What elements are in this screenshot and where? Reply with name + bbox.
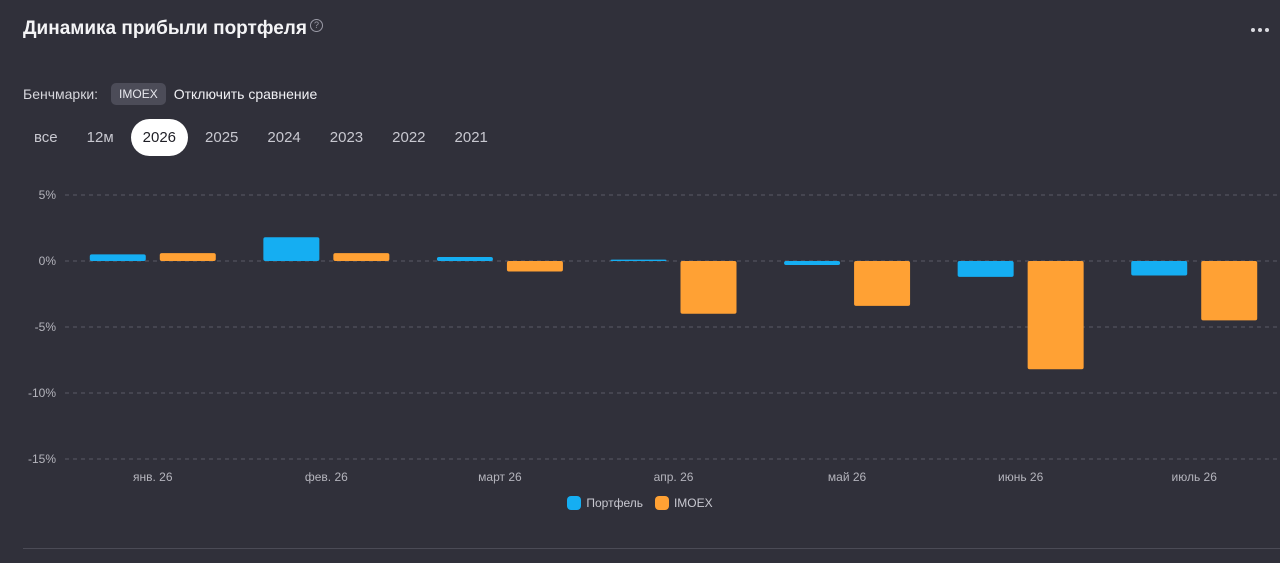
more-options-button[interactable] — [1248, 18, 1272, 42]
legend-swatch-portfolio — [567, 496, 582, 510]
y-tick-label: -10% — [28, 386, 56, 400]
bar-imoex-4[interactable] — [854, 261, 911, 306]
period-tab-2025[interactable]: 2025 — [205, 129, 239, 146]
chart-legend: Портфель IMOEX — [0, 496, 1280, 510]
period-tab-2021[interactable]: 2021 — [454, 129, 488, 146]
question-circle-icon[interactable]: ? — [309, 19, 323, 32]
x-tick-label: июль 26 — [1172, 470, 1218, 484]
benchmarks-label: Бенчмарки: — [23, 85, 99, 102]
period-tab-все[interactable]: все — [34, 129, 58, 146]
profit-bar-chart: 5% 0% -5% -10% -15% янв. 26 фев. 26 март 26 апр.… — [28, 188, 1280, 484]
y-tick-label: -5% — [35, 320, 57, 334]
legend-swatch-imoex — [654, 496, 669, 510]
bar-portfolio-0[interactable] — [89, 254, 146, 261]
bar-imoex-1[interactable] — [333, 253, 390, 261]
more-dots-icon — [1251, 28, 1255, 32]
bar-imoex-2[interactable] — [506, 261, 563, 272]
x-tick-label: март 26 — [478, 470, 522, 484]
legend-label-imoex: IMOEX — [673, 496, 713, 510]
period-tab-2022[interactable]: 2022 — [392, 129, 426, 146]
benchmark-chip-imoex[interactable]: IMOEX — [111, 82, 166, 105]
bar-imoex-6[interactable] — [1201, 261, 1258, 321]
disable-comparison-link[interactable]: Отключить сравнение — [173, 85, 318, 102]
x-tick-label: янв. 26 — [133, 470, 173, 484]
period-tab-2024[interactable]: 2024 — [267, 129, 301, 146]
divider — [23, 548, 1280, 549]
bar-portfolio-3[interactable] — [610, 259, 667, 261]
bar-portfolio-2[interactable] — [436, 257, 493, 261]
bar-imoex-3[interactable] — [680, 261, 737, 314]
legend-item-portfolio[interactable]: Портфель — [567, 496, 643, 510]
widget-title-text: Динамика прибыли портфеля — [23, 18, 307, 39]
y-tick-label: 5% — [39, 188, 57, 202]
widget-title: Динамика прибыли портфеля ? — [23, 18, 323, 40]
x-tick-label: июнь 26 — [998, 470, 1044, 484]
legend-item-imoex[interactable]: IMOEX — [654, 496, 713, 510]
bar-portfolio-4[interactable] — [784, 261, 841, 265]
period-tab-2026[interactable]: 2026 — [130, 119, 189, 156]
period-tabs: все 12м 2026 2025 2024 2023 2022 2021 — [22, 119, 505, 156]
x-tick-label: фев. 26 — [305, 470, 348, 484]
y-tick-label: 0% — [39, 254, 57, 268]
benchmarks-row: Бенчмарки: IMOEX Отключить сравнение — [23, 82, 317, 105]
period-tab-12м[interactable]: 12м — [86, 129, 114, 146]
bar-portfolio-5[interactable] — [957, 261, 1014, 277]
y-tick-label: -15% — [28, 452, 56, 466]
period-tab-2023[interactable]: 2023 — [329, 129, 364, 146]
bar-portfolio-1[interactable] — [263, 237, 320, 261]
bar-portfolio-6[interactable] — [1131, 261, 1188, 276]
bar-imoex-5[interactable] — [1027, 261, 1084, 370]
x-tick-label: май 26 — [828, 470, 867, 484]
x-tick-label: апр. 26 — [654, 470, 694, 484]
legend-label-portfolio: Портфель — [586, 496, 643, 510]
bar-imoex-0[interactable] — [159, 253, 216, 261]
